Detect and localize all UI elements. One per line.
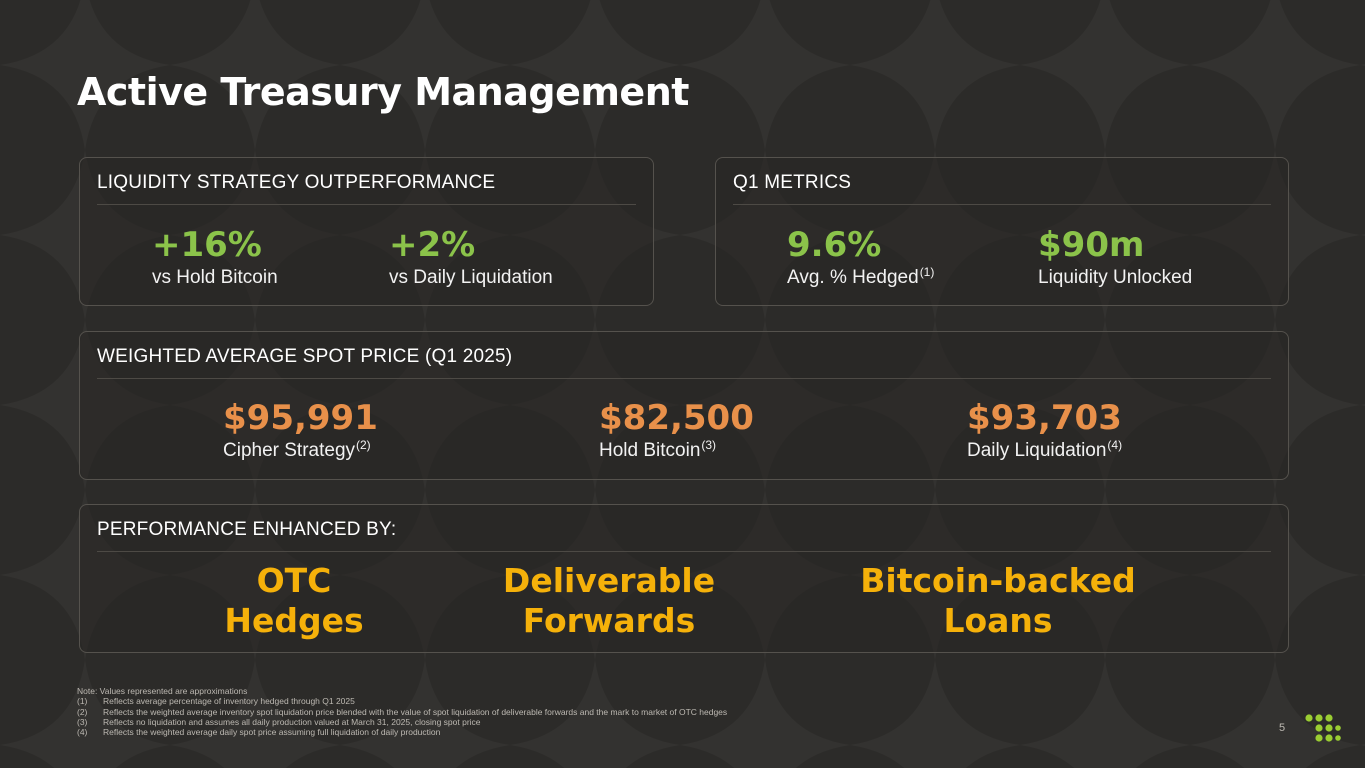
- metric-vs-hold-bitcoin: +16% vs Hold Bitcoin: [152, 225, 278, 291]
- metric-value: $93,703: [967, 398, 1122, 438]
- metric-value: +16%: [152, 225, 262, 265]
- footnote-text: Reflects the weighted average inventory …: [103, 706, 728, 717]
- weighted-average-spot-price-card: WEIGHTED AVERAGE SPOT PRICE (Q1 2025) $9…: [79, 331, 1289, 480]
- enhancer-deliverable-forwards: Deliverable Forwards: [469, 561, 749, 641]
- spot-price-cipher-strategy: $95,991 Cipher Strategy(2): [223, 398, 378, 464]
- q1-metrics-card: Q1 METRICS 9.6% Avg. % Hedged(1) $90m Li…: [715, 157, 1289, 306]
- divider: [733, 204, 1271, 205]
- slide-title: Active Treasury Management: [77, 70, 689, 114]
- card-header: LIQUIDITY STRATEGY OUTPERFORMANCE: [97, 172, 496, 193]
- metric-value: +2%: [389, 225, 476, 265]
- cipher-logo-icon: [1305, 714, 1341, 744]
- card-header: PERFORMANCE ENHANCED BY:: [97, 519, 397, 540]
- enhancer-line: Hedges: [224, 601, 364, 640]
- page-number: 5: [1279, 722, 1286, 734]
- card-header: WEIGHTED AVERAGE SPOT PRICE (Q1 2025): [97, 346, 513, 367]
- enhancer-line: Forwards: [522, 601, 696, 640]
- footnote-marker: (3): [701, 438, 717, 452]
- metric-label-text: Avg. % Hedged: [787, 267, 919, 288]
- enhancer-otc-hedges: OTC Hedges: [194, 561, 394, 641]
- metric-value: $82,500: [599, 398, 754, 438]
- footnote-marker: (1): [919, 265, 935, 279]
- enhancer-line: Deliverable: [502, 561, 716, 600]
- footnote-number: (3): [77, 716, 88, 727]
- metric-value: $90m: [1038, 225, 1145, 265]
- footnotes: Note: Values represented are approximati…: [77, 686, 727, 737]
- metric-label: vs Daily Liquidation: [389, 267, 553, 288]
- enhancer-line: Bitcoin-backed: [860, 561, 1136, 600]
- metric-value: 9.6%: [787, 225, 882, 265]
- footnote-text: Reflects the weighted average daily spot…: [103, 727, 441, 738]
- enhancer-line: OTC: [256, 561, 332, 600]
- footnote-row: (4) Reflects the weighted average daily …: [77, 727, 727, 737]
- divider: [97, 551, 1271, 552]
- divider: [97, 378, 1271, 379]
- spot-price-hold-bitcoin: $82,500 Hold Bitcoin(3): [599, 398, 754, 464]
- footnote-text: Reflects average percentage of inventory…: [103, 696, 355, 707]
- footnote-text: Reflects no liquidation and assumes all …: [103, 716, 481, 727]
- metric-avg-hedged: 9.6% Avg. % Hedged(1): [787, 225, 934, 291]
- footnote-number: (2): [77, 706, 88, 717]
- footnote-number: (4): [77, 727, 88, 738]
- footnote-row: (3) Reflects no liquidation and assumes …: [77, 717, 727, 727]
- metric-label-text: Hold Bitcoin: [599, 440, 701, 461]
- metric-label: Hold Bitcoin(3): [599, 438, 754, 464]
- metric-liquidity-unlocked: $90m Liquidity Unlocked: [1038, 225, 1192, 291]
- footnote-marker: (2): [356, 438, 371, 452]
- metric-label-text: Cipher Strategy: [223, 440, 356, 461]
- metric-label: Avg. % Hedged(1): [787, 265, 934, 291]
- metric-label: Liquidity Unlocked: [1038, 267, 1193, 288]
- liquidity-strategy-card: LIQUIDITY STRATEGY OUTPERFORMANCE +16% v…: [79, 157, 654, 306]
- metric-label: Cipher Strategy(2): [223, 438, 378, 464]
- footnote-row: (1) Reflects average percentage of inven…: [77, 696, 727, 706]
- footnote-row: (2) Reflects the weighted average invent…: [77, 707, 727, 717]
- footnote-number: (1): [77, 696, 88, 707]
- metric-vs-daily-liquidation: +2% vs Daily Liquidation: [389, 225, 553, 291]
- metric-label: Daily Liquidation(4): [967, 438, 1122, 464]
- metric-label: vs Hold Bitcoin: [152, 267, 278, 288]
- footnote-intro: Note: Values represented are approximati…: [77, 686, 248, 696]
- performance-enhanced-card: PERFORMANCE ENHANCED BY: OTC Hedges Deli…: [79, 504, 1289, 653]
- card-header: Q1 METRICS: [733, 172, 852, 193]
- divider: [97, 204, 636, 205]
- enhancer-line: Loans: [943, 601, 1053, 640]
- footnote-marker: (4): [1107, 438, 1123, 452]
- enhancer-bitcoin-backed-loans: Bitcoin-backed Loans: [828, 561, 1168, 641]
- metric-value: $95,991: [223, 398, 378, 438]
- spot-price-daily-liquidation: $93,703 Daily Liquidation(4): [967, 398, 1122, 464]
- metric-label-text: Daily Liquidation: [967, 440, 1107, 461]
